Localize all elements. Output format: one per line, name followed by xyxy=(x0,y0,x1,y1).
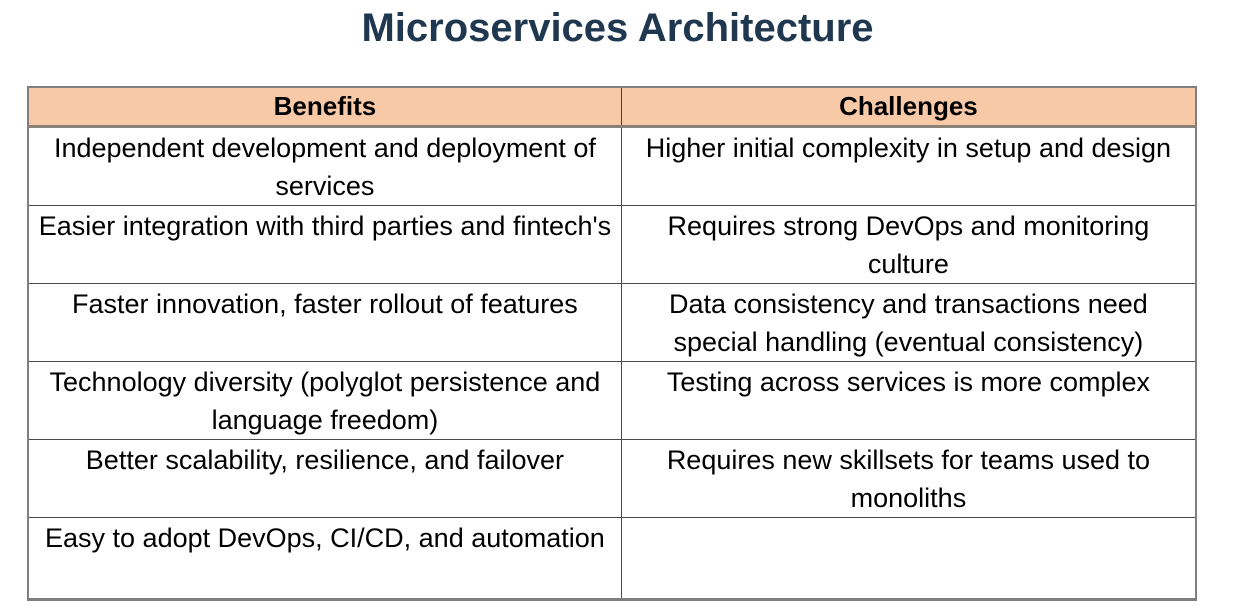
table-cell: Easy to adopt DevOps, CI/CD, and automat… xyxy=(27,517,622,600)
table-cell: Requires new skillsets for teams used to… xyxy=(620,439,1197,518)
table-cell: Independent development and deployment o… xyxy=(27,126,622,206)
table-row: Technology diversity (polyglot persisten… xyxy=(27,361,1197,440)
benefits-challenges-table: Benefits Challenges Independent developm… xyxy=(27,86,1197,601)
table-row: Faster innovation, faster rollout of fea… xyxy=(27,283,1197,362)
table-row: Independent development and deployment o… xyxy=(27,126,1197,206)
page-title: Microservices Architecture xyxy=(361,6,874,50)
table-cell: Technology diversity (polyglot persisten… xyxy=(27,361,622,440)
table-cell: Testing across services is more complex xyxy=(620,361,1197,440)
table-row: Easier integration with third parties an… xyxy=(27,205,1197,284)
table-cell: Higher initial complexity in setup and d… xyxy=(620,126,1197,206)
table-cell: Faster innovation, faster rollout of fea… xyxy=(27,283,622,362)
table-cell: Requires strong DevOps and monitoring cu… xyxy=(620,205,1197,284)
table-cell: Better scalability, resilience, and fail… xyxy=(27,439,622,518)
table-cell: Data consistency and transactions need s… xyxy=(620,283,1197,362)
table-row: Easy to adopt DevOps, CI/CD, and automat… xyxy=(27,517,1197,600)
column-header-challenges: Challenges xyxy=(620,86,1197,128)
column-header-benefits: Benefits xyxy=(27,86,622,128)
table-row: Better scalability, resilience, and fail… xyxy=(27,439,1197,518)
table-cell: Easier integration with third parties an… xyxy=(27,205,622,284)
header-row: Benefits Challenges xyxy=(27,86,1197,128)
slide: Microservices Architecture Benefits Chal… xyxy=(0,4,1235,614)
table-cell xyxy=(620,517,1197,600)
table-body: Independent development and deployment o… xyxy=(27,126,1197,600)
